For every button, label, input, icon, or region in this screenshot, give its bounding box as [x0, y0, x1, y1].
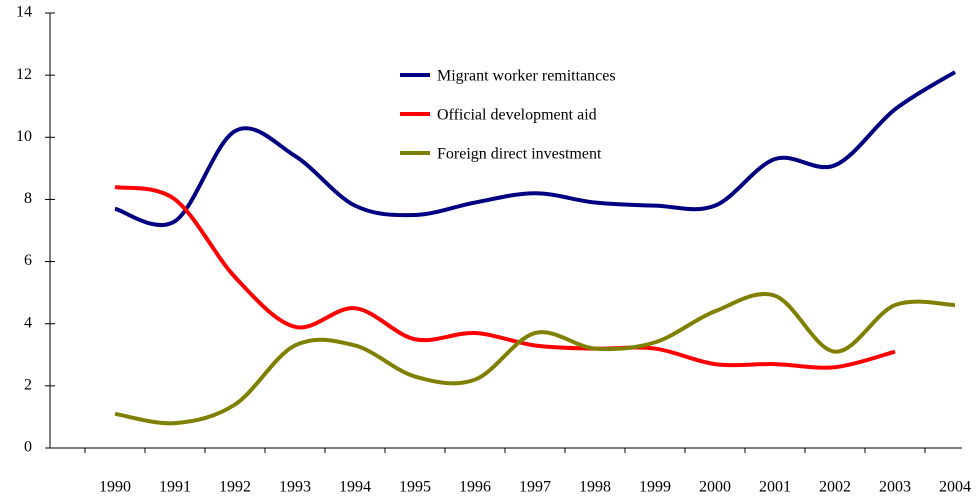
x-tick-label: 2001: [759, 479, 791, 496]
x-tick-label: 1999: [639, 479, 671, 496]
line-series: [114, 70, 957, 228]
line-series: [114, 292, 956, 426]
legend-label: Foreign direct investment: [437, 146, 602, 163]
x-tick-label: 1997: [519, 479, 551, 496]
y-tick-label: 0: [24, 439, 32, 456]
x-tick-label: 1991: [159, 479, 191, 496]
x-tick-label: 1993: [279, 479, 311, 496]
x-tick-label: 2000: [699, 479, 731, 496]
x-tick-label: 1990: [99, 479, 131, 496]
y-tick-label: 12: [16, 66, 32, 83]
x-tick-label: 2003: [879, 479, 911, 496]
legend-label: Migrant worker remittances: [437, 68, 616, 85]
y-tick-label: 10: [16, 128, 32, 145]
legend-label: Official development aid: [437, 107, 597, 124]
y-tick-label: 6: [24, 252, 32, 269]
x-tick-label: 1994: [339, 479, 371, 496]
x-tick-label: 1995: [399, 479, 431, 496]
y-tick-label: 14: [16, 4, 32, 21]
x-tick-label: 2004: [939, 479, 971, 496]
y-tick-label: 2: [24, 377, 32, 394]
x-tick-label: 1998: [579, 479, 611, 496]
x-tick-label: 1992: [219, 479, 251, 496]
x-tick-label: 1996: [459, 479, 491, 496]
x-tick-label: 2002: [819, 479, 851, 496]
y-tick-label: 4: [24, 314, 32, 331]
line-series: [114, 185, 896, 370]
y-tick-label: 8: [24, 190, 32, 207]
